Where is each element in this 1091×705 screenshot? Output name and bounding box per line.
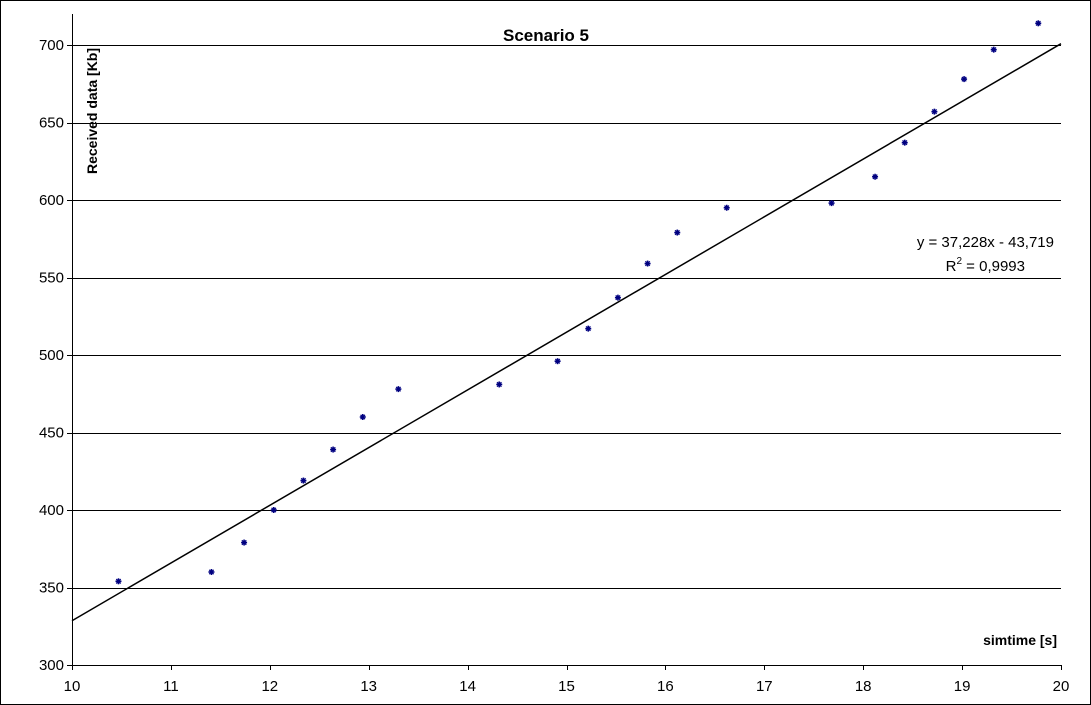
data-point — [1035, 20, 1042, 27]
y-tick-label: 650 — [39, 115, 64, 132]
x-tick-label: 14 — [459, 678, 476, 695]
data-point — [901, 139, 908, 146]
x-tick-label: 19 — [954, 678, 971, 695]
y-axis-label: Received data [Kb] — [84, 48, 100, 174]
r2-value: = 0,9993 — [962, 258, 1025, 275]
trendline-layer — [71, 43, 1062, 622]
y-tick-label: 450 — [39, 425, 64, 442]
data-point — [961, 76, 968, 83]
data-point — [931, 108, 938, 115]
y-tick-label: 350 — [39, 580, 64, 597]
data-point — [614, 294, 621, 301]
x-tick-label: 20 — [1053, 678, 1070, 695]
data-point — [872, 173, 879, 180]
x-tick-label: 12 — [261, 678, 278, 695]
x-tick-label: 11 — [163, 678, 179, 695]
x-tick-label: 18 — [855, 678, 872, 695]
data-point — [723, 204, 730, 211]
x-tick-label: 10 — [64, 678, 81, 695]
trendline-r-squared: R2 = 0,9993 — [946, 256, 1025, 275]
y-tick-label: 700 — [39, 37, 64, 54]
data-point — [644, 260, 651, 267]
x-tick-label: 15 — [558, 678, 575, 695]
data-point — [330, 446, 337, 453]
x-axis-label: simtime [s] — [983, 632, 1057, 648]
data-point — [208, 569, 215, 575]
data-point — [828, 200, 835, 207]
data-point — [496, 381, 503, 388]
x-tick-label: 13 — [360, 678, 377, 695]
data-point — [241, 539, 248, 546]
axes: 300 350 400 450 500 550 600 650 700 10 11 12 13 14 15 1… — [39, 14, 1069, 695]
data-point — [115, 578, 122, 585]
data-point — [674, 229, 681, 236]
r2-superscript: 2 — [956, 256, 962, 267]
x-tick-label: 16 — [657, 678, 674, 695]
trendline — [71, 43, 1062, 622]
data-point — [270, 507, 277, 513]
r2-label: R — [946, 258, 957, 275]
y-tick-label: 500 — [39, 347, 64, 364]
gridlines — [72, 45, 1061, 589]
trendline-equation: y = 37,228x - 43,719 — [917, 234, 1054, 251]
data-point — [359, 414, 366, 420]
data-point — [300, 477, 307, 484]
data-points — [115, 20, 1042, 585]
chart-title: Scenario 5 — [503, 26, 589, 45]
data-point — [585, 325, 592, 332]
y-tick-label: 400 — [39, 502, 64, 519]
data-point — [395, 386, 402, 393]
y-tick-label: 300 — [39, 657, 64, 674]
y-tick-label: 550 — [39, 270, 64, 287]
data-point — [554, 358, 561, 365]
data-point — [990, 46, 997, 53]
x-tick-label: 17 — [756, 678, 773, 695]
y-tick-label: 600 — [39, 192, 64, 209]
